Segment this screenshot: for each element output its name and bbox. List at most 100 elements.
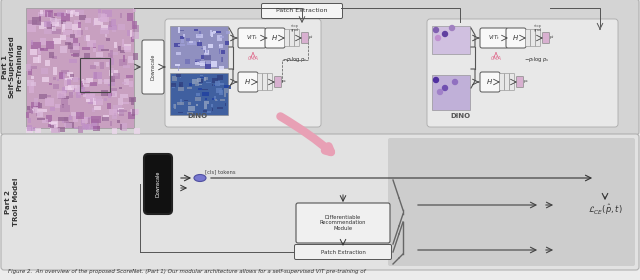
Bar xyxy=(225,31,230,34)
Bar xyxy=(49,83,52,85)
Bar xyxy=(195,62,200,65)
Text: $\mathcal{L}_{CE}(\hat{p}, t)$: $\mathcal{L}_{CE}(\hat{p}, t)$ xyxy=(588,203,622,217)
Bar xyxy=(47,95,51,97)
Bar xyxy=(197,34,201,36)
Bar xyxy=(62,96,70,99)
Bar xyxy=(179,82,183,88)
Bar xyxy=(52,27,56,31)
FancyBboxPatch shape xyxy=(285,29,289,46)
Bar xyxy=(31,42,40,49)
Bar xyxy=(30,66,36,69)
Bar xyxy=(204,101,209,104)
Bar xyxy=(113,73,120,79)
FancyBboxPatch shape xyxy=(238,28,266,48)
Bar xyxy=(61,13,70,21)
Bar xyxy=(224,92,227,97)
Bar xyxy=(195,59,200,61)
Bar xyxy=(190,41,196,45)
FancyBboxPatch shape xyxy=(238,72,258,92)
Bar xyxy=(218,107,223,109)
Bar xyxy=(47,12,52,18)
Bar xyxy=(71,112,80,116)
Bar xyxy=(109,70,118,76)
Bar xyxy=(122,102,129,104)
Bar xyxy=(109,52,118,55)
Bar xyxy=(26,127,33,133)
Bar xyxy=(211,61,217,67)
Bar xyxy=(199,59,200,63)
Bar xyxy=(225,41,228,45)
Bar xyxy=(38,48,41,54)
Bar xyxy=(179,84,181,86)
Text: $-p_t \log p_s$: $-p_t \log p_s$ xyxy=(524,55,550,64)
Bar xyxy=(74,89,78,92)
Bar xyxy=(91,116,100,123)
Bar xyxy=(211,32,212,37)
Bar xyxy=(83,94,86,97)
Bar xyxy=(101,49,109,51)
Bar xyxy=(104,79,111,84)
Bar xyxy=(93,20,95,26)
Circle shape xyxy=(449,25,454,31)
Bar xyxy=(46,115,52,122)
Text: Differentiable
Recommendation
Module: Differentiable Recommendation Module xyxy=(320,215,366,231)
Bar xyxy=(109,58,115,65)
Text: Part 2
TRoIs Model: Part 2 TRoIs Model xyxy=(6,178,19,226)
Bar xyxy=(93,72,102,79)
Bar xyxy=(204,50,207,52)
Bar xyxy=(204,110,207,112)
Bar xyxy=(59,73,63,80)
Bar xyxy=(187,112,193,115)
Bar xyxy=(54,13,61,15)
Bar xyxy=(27,106,30,110)
Bar xyxy=(109,21,112,27)
Bar xyxy=(111,88,118,92)
Bar xyxy=(73,38,78,44)
Bar xyxy=(34,98,38,106)
Bar xyxy=(171,83,176,87)
FancyBboxPatch shape xyxy=(427,19,618,127)
Bar xyxy=(52,56,58,59)
FancyBboxPatch shape xyxy=(296,203,390,243)
Bar xyxy=(31,76,35,79)
Bar xyxy=(133,8,136,12)
Bar xyxy=(74,77,78,82)
Bar xyxy=(201,55,204,59)
Bar xyxy=(50,18,58,24)
Bar xyxy=(172,76,177,81)
Bar xyxy=(38,13,41,21)
Bar xyxy=(32,17,41,25)
Bar xyxy=(122,39,124,47)
Bar xyxy=(73,13,76,15)
Bar xyxy=(177,102,184,106)
Bar xyxy=(73,43,79,46)
Bar xyxy=(58,127,65,132)
Bar xyxy=(174,104,176,109)
Bar xyxy=(216,99,217,101)
Bar xyxy=(33,20,36,23)
Bar xyxy=(130,109,138,115)
Bar xyxy=(108,25,117,30)
FancyBboxPatch shape xyxy=(268,74,273,90)
Bar xyxy=(203,62,207,66)
Bar xyxy=(218,66,224,69)
Bar xyxy=(212,98,216,100)
Bar xyxy=(108,93,115,96)
Bar xyxy=(113,105,122,113)
Bar xyxy=(101,57,104,60)
Bar xyxy=(200,77,206,78)
Text: stop
grad: stop grad xyxy=(291,24,299,32)
Bar xyxy=(84,53,90,59)
Bar xyxy=(38,55,41,63)
Bar xyxy=(39,14,44,16)
Bar xyxy=(170,73,228,115)
Bar xyxy=(178,27,180,33)
Text: $H$: $H$ xyxy=(244,78,252,87)
Text: $p_t$: $p_t$ xyxy=(308,34,314,41)
Text: $H$: $H$ xyxy=(513,34,520,43)
Bar xyxy=(31,102,40,108)
Bar xyxy=(204,77,206,81)
Bar xyxy=(193,79,198,84)
Bar xyxy=(27,125,33,131)
Bar xyxy=(51,128,60,134)
